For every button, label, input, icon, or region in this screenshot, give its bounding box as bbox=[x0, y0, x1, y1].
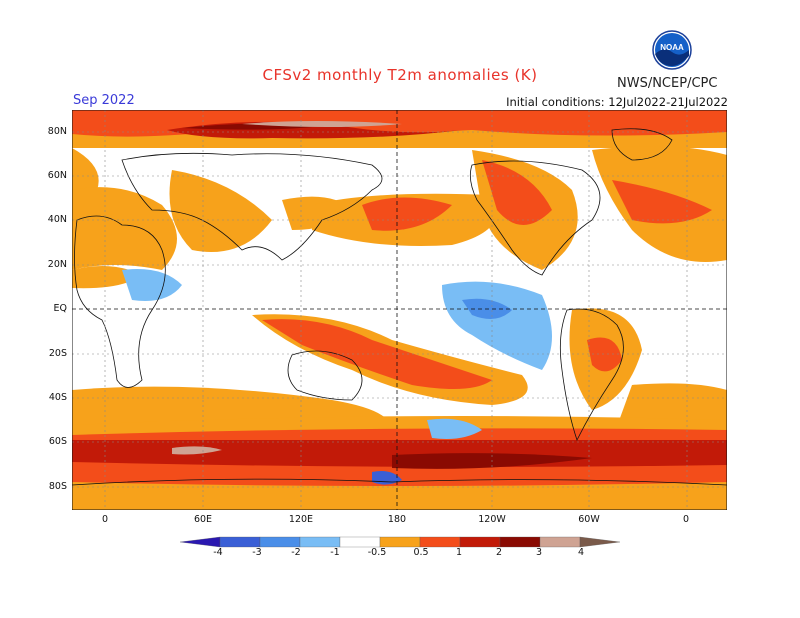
colorbar-cell bbox=[339, 536, 381, 548]
anomaly-map bbox=[72, 110, 727, 510]
lat-label: 20S bbox=[48, 348, 67, 359]
lon-label: 60W bbox=[578, 514, 600, 525]
month-label: Sep 2022 bbox=[73, 93, 135, 108]
logo-text: NOAA bbox=[660, 43, 684, 52]
lat-label: 60S bbox=[48, 436, 67, 447]
lon-label: 120E bbox=[288, 514, 314, 525]
colorbar-cell bbox=[259, 536, 301, 548]
lat-label: 40N bbox=[47, 214, 67, 225]
lat-label: 80N bbox=[47, 126, 67, 137]
colorbar-label: -3 bbox=[252, 547, 262, 558]
lon-label: 0 bbox=[682, 514, 690, 525]
initial-conditions: Initial conditions: 12Jul2022-21Jul2022 bbox=[506, 95, 728, 109]
colorbar-label: -0.5 bbox=[367, 547, 387, 558]
colorbar-label: 3 bbox=[535, 547, 543, 558]
lat-label: EQ bbox=[53, 303, 67, 314]
lat-label: 60N bbox=[47, 170, 67, 181]
colorbar-label: 4 bbox=[577, 547, 585, 558]
colorbar-cell bbox=[499, 536, 541, 548]
lon-label: 120W bbox=[478, 514, 506, 525]
colorbar-cell bbox=[179, 536, 221, 548]
colorbar bbox=[179, 536, 621, 548]
lon-label: 60E bbox=[193, 514, 213, 525]
agency-label: NWS/NCEP/CPC bbox=[617, 76, 718, 91]
colorbar-cell bbox=[539, 536, 581, 548]
lat-label: 20N bbox=[47, 259, 67, 270]
colorbar-label: 0.5 bbox=[413, 547, 429, 558]
colorbar-cell bbox=[299, 536, 341, 548]
colorbar-cell bbox=[459, 536, 501, 548]
cool-anomaly-fills bbox=[122, 269, 552, 485]
lon-label: 0 bbox=[101, 514, 109, 525]
lat-label: 40S bbox=[48, 392, 67, 403]
colorbar-label: -2 bbox=[291, 547, 301, 558]
colorbar-cell bbox=[579, 536, 621, 548]
graticule bbox=[72, 110, 727, 510]
reference-lines bbox=[72, 110, 727, 510]
colorbar-cell bbox=[379, 536, 421, 548]
noaa-logo-icon: NOAA bbox=[652, 30, 692, 70]
chart-title: CFSv2 monthly T2m anomalies (K) bbox=[262, 66, 538, 84]
colorbar-label: -4 bbox=[213, 547, 223, 558]
colorbar-cell bbox=[219, 536, 261, 548]
lat-label: 80S bbox=[48, 481, 67, 492]
lon-label: 180 bbox=[387, 514, 407, 525]
colorbar-cell bbox=[419, 536, 461, 548]
coastlines bbox=[72, 128, 727, 486]
warm-anomaly-fills bbox=[72, 110, 727, 510]
colorbar-label: 2 bbox=[495, 547, 503, 558]
colorbar-label: -1 bbox=[330, 547, 340, 558]
colorbar-label: 1 bbox=[455, 547, 463, 558]
